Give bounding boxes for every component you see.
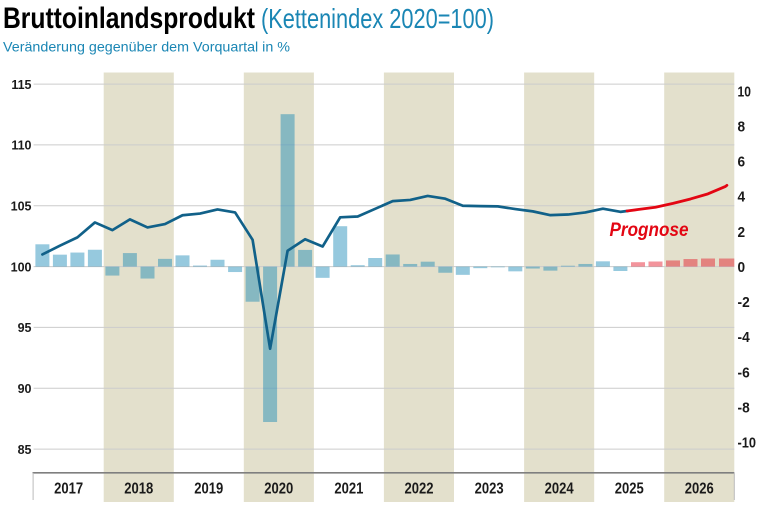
svg-text:2024: 2024 [545, 480, 574, 497]
svg-text:4: 4 [738, 189, 746, 206]
svg-text:95: 95 [18, 321, 32, 335]
svg-text:100: 100 [11, 260, 32, 274]
svg-text:2021: 2021 [334, 480, 363, 497]
svg-text:2019: 2019 [194, 480, 223, 497]
svg-text:110: 110 [11, 139, 31, 153]
svg-text:2020: 2020 [264, 480, 293, 497]
svg-text:2022: 2022 [405, 480, 434, 497]
svg-text:-2: -2 [738, 294, 750, 311]
svg-text:115: 115 [11, 78, 31, 92]
svg-text:85: 85 [18, 443, 32, 457]
svg-text:2023: 2023 [475, 480, 504, 497]
svg-text:Prognose: Prognose [610, 219, 689, 241]
svg-text:2025: 2025 [615, 480, 644, 497]
svg-text:105: 105 [11, 200, 32, 214]
svg-text:Veränderung gegenüber dem Vorq: Veränderung gegenüber dem Vorquartal in … [3, 38, 290, 54]
svg-text:2: 2 [738, 224, 746, 241]
svg-text:6: 6 [738, 154, 746, 171]
svg-text:-6: -6 [738, 364, 750, 381]
svg-text:2026: 2026 [685, 480, 714, 497]
svg-text:-4: -4 [738, 329, 751, 346]
svg-text:10: 10 [738, 83, 751, 100]
svg-text:Bruttoinlandsprodukt: Bruttoinlandsprodukt [3, 2, 255, 35]
svg-text:2018: 2018 [124, 480, 153, 497]
svg-text:(Kettenindex 2020=100): (Kettenindex 2020=100) [261, 3, 494, 34]
svg-text:0: 0 [738, 259, 746, 276]
svg-text:90: 90 [18, 382, 32, 396]
svg-text:8: 8 [738, 118, 746, 135]
svg-text:-10: -10 [738, 435, 757, 452]
svg-text:-8: -8 [738, 399, 750, 416]
svg-text:2017: 2017 [54, 480, 83, 497]
